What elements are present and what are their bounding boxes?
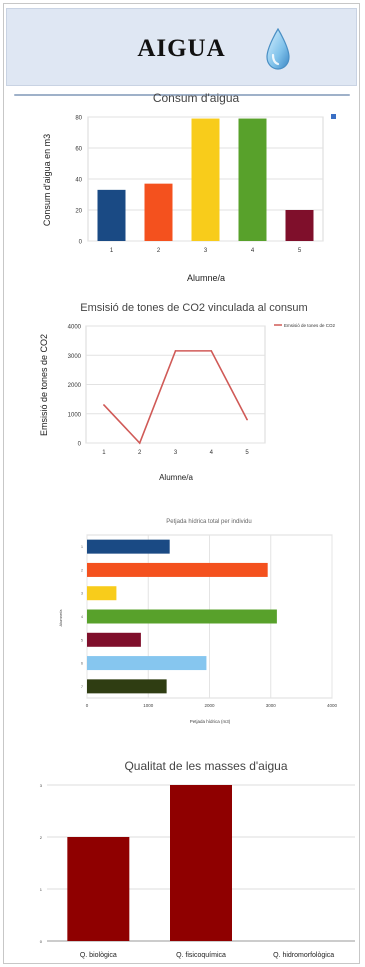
bar [87, 679, 167, 694]
water-drop-icon [266, 27, 290, 70]
x-tick-label: 1 [110, 248, 114, 254]
x-axis-label: Alumne/a [159, 473, 193, 482]
data-point [138, 442, 141, 444]
y-tick-label: 0 [40, 939, 43, 944]
chart-title: Consum d'aigua [153, 91, 240, 105]
bar [97, 189, 126, 241]
y-tick-label: 0 [78, 442, 82, 448]
bar [67, 837, 130, 941]
page-title: AIGUA [137, 35, 226, 62]
x-tick-label: 4 [251, 248, 255, 254]
bar [87, 586, 117, 601]
y-tick-label: 3 [81, 592, 83, 596]
y-tick-label: 7 [81, 685, 83, 689]
bar [191, 118, 220, 241]
bar [238, 118, 267, 241]
bar [87, 539, 170, 554]
bar [87, 562, 268, 577]
bar [144, 183, 173, 241]
data-point [246, 418, 248, 421]
x-tick-label: 5 [298, 248, 302, 254]
chart-title: Qualitat de les masses d'aigua [124, 759, 287, 773]
bar [87, 609, 277, 624]
y-tick-label: 5 [81, 638, 83, 642]
x-tick-label: 3 [204, 248, 208, 254]
data-point [103, 404, 105, 406]
y-tick-label: 2000 [68, 383, 82, 389]
legend-entry: Emsisió de tones de CO2 [284, 323, 336, 328]
header: AIGUA [6, 8, 357, 86]
y-tick-label: 80 [75, 116, 82, 122]
x-tick-label: 4 [210, 450, 214, 456]
bar [87, 632, 141, 647]
x-tick-label: 4000 [327, 703, 338, 708]
data-point [174, 350, 177, 352]
y-tick-label: 1000 [68, 412, 82, 418]
x-tick-label: 1 [102, 450, 106, 456]
bar [87, 656, 207, 671]
y-tick-label: 0 [79, 240, 83, 246]
chart-title: Emsisió de tones de CO2 vinculada al con… [80, 302, 307, 314]
header-divider [14, 94, 350, 96]
x-tick-label: 2 [157, 248, 161, 254]
y-tick-label: 2 [81, 568, 83, 572]
y-tick-label: 4000 [68, 325, 82, 331]
y-tick-label: 20 [75, 209, 82, 215]
x-tick-label: 1000 [143, 703, 154, 708]
x-tick-label: 0 [86, 703, 89, 708]
x-tick-label: 5 [245, 450, 249, 456]
y-tick-label: 3 [40, 783, 43, 788]
y-tick-label: 4 [81, 615, 83, 619]
x-tick-label: 3000 [266, 703, 277, 708]
y-tick-label: 60 [75, 147, 82, 153]
x-tick-label: Q. biològica [80, 952, 117, 959]
bar [285, 210, 314, 241]
bar [170, 785, 232, 941]
legend-marker [331, 114, 336, 119]
x-tick-label: Q. hidromorfològica [273, 952, 334, 959]
y-axis-label: Alumne/a [58, 609, 63, 627]
y-tick-label: 1 [81, 545, 83, 549]
x-tick-label: 2 [138, 450, 142, 456]
y-tick-label: 3000 [68, 354, 82, 360]
x-axis-label: Petjada hídrica (m3) [190, 719, 231, 724]
chart-title: Petjada hídrica total per individu [166, 519, 251, 525]
x-tick-label: Q. fisicoquímica [176, 952, 226, 959]
x-axis-label: Alumne/a [187, 273, 225, 283]
y-tick-label: 2 [40, 835, 43, 840]
y-axis-label: Consum d'aigua en m3 [42, 134, 52, 226]
data-point [210, 350, 213, 352]
x-tick-label: 2000 [204, 703, 215, 708]
y-tick-label: 1 [40, 887, 43, 892]
y-tick-label: 6 [81, 662, 83, 666]
x-tick-label: 3 [174, 450, 178, 456]
y-axis-label: Emsisió de tones de CO2 [39, 334, 49, 436]
y-tick-label: 40 [75, 178, 82, 184]
